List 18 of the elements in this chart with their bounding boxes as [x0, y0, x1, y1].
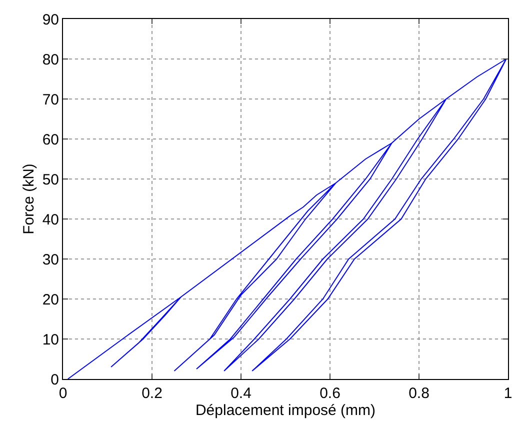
y-tick-label: 40	[42, 211, 59, 228]
y-axis-title: Force (kN)	[20, 164, 38, 234]
y-tick-label: 50	[42, 171, 59, 188]
y-tick-label: 30	[42, 251, 59, 268]
y-tick-label: 90	[42, 11, 59, 28]
y-tick-label: 60	[42, 131, 59, 148]
line-series	[67, 58, 507, 379]
x-tick-label: 0.6	[320, 385, 340, 402]
y-tick-label: 80	[42, 51, 59, 68]
x-tick-label: 1	[504, 385, 512, 402]
y-tick-label: 10	[42, 331, 59, 348]
y-tick-label: 0	[50, 371, 59, 388]
x-tick-label: 0.2	[142, 385, 162, 402]
x-tick-label: 0.4	[230, 385, 252, 402]
x-axis-title: Déplacement imposé (mm)	[195, 402, 376, 419]
x-tick-label: 0.8	[408, 385, 430, 402]
y-tick-label: 70	[42, 91, 59, 108]
y-tick-label: 20	[42, 291, 59, 308]
